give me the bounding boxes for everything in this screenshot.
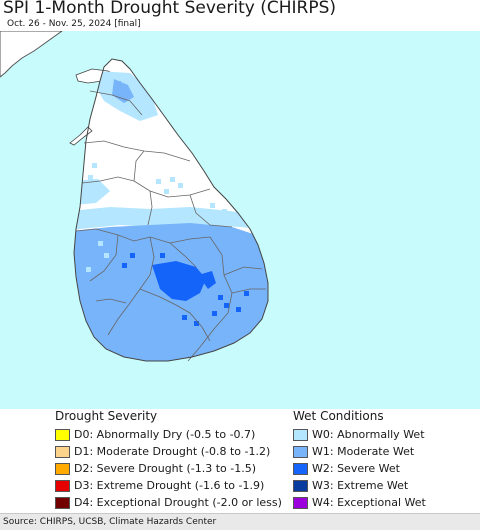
drought-legend-item: D0: Abnormally Dry (-0.5 to -0.7) [55,426,282,443]
wet-legend-label: W3: Extreme Wet [312,479,409,492]
district-boundary [89,234,119,282]
wet-legend-item: W4: Exceptional Wet [293,494,426,511]
india-coastline [0,31,63,78]
mannar-island [69,126,93,146]
wet-legend-label: W4: Exceptional Wet [312,496,426,509]
wet-pixel [178,183,183,188]
map-title: SPI 1-Month Drought Severity (CHIRPS) [3,0,337,18]
wet-pixel [194,321,199,326]
w2-region-east [198,271,216,289]
wet-pixel [104,253,109,258]
map-canvas [0,31,480,409]
drought-map [0,31,480,409]
map-date-range: Oct. 26 - Nov. 25, 2024 [final] [7,19,141,29]
drought-legend-item: D1: Moderate Drought (-0.8 to -1.2) [55,443,282,460]
wet-legend-item: W1: Moderate Wet [293,443,426,460]
wet-pixel [130,253,135,258]
wet-pixel [86,267,91,272]
wet-pixel [92,163,97,168]
drought-legend-item: D4: Exceptional Drought (-2.0 or less) [55,494,282,511]
wet-pixel [224,303,229,308]
wet-legend-item: W3: Extreme Wet [293,477,426,494]
wet-legend-item: W2: Severe Wet [293,460,426,477]
drought-legend-label: D2: Severe Drought (-1.3 to -1.5) [74,462,257,475]
w0-band-central [74,207,268,231]
wet-pixel [122,263,127,268]
drought-legend-item: D3: Extreme Drought (-1.6 to -1.9) [55,477,282,494]
drought-legend-swatch [55,479,70,492]
wet-pixel [244,291,249,296]
wet-legend-heading: Wet Conditions [293,409,384,423]
wet-legend-label: W1: Moderate Wet [312,445,415,458]
wet-pixel [210,203,215,208]
drought-legend-swatch [55,445,70,458]
wet-pixel [170,177,175,182]
wet-pixel [182,315,187,320]
district-boundary [189,194,233,228]
wet-legend-label: W0: Abnormally Wet [312,428,425,441]
source-text: Source: CHIRPS, UCSB, Climate Hazards Ce… [3,517,217,527]
district-boundary [81,176,211,198]
wet-pixel [98,241,103,246]
wet-legend-label: W2: Severe Wet [312,462,400,475]
wet-pixel [206,237,211,242]
district-boundary [95,298,127,304]
drought-legend-label: D0: Abnormally Dry (-0.5 to -0.7) [74,428,256,441]
wet-legend-swatch [293,445,308,458]
wet-pixel [132,103,137,108]
drought-legend-item: D2: Severe Drought (-1.3 to -1.5) [55,460,282,477]
wet-pixel [212,311,217,316]
drought-legend-label: D4: Exceptional Drought (-2.0 or less) [74,496,282,509]
drought-legend-label: D1: Moderate Drought (-0.8 to -1.2) [74,445,271,458]
wet-legend-item: W0: Abnormally Wet [293,426,426,443]
drought-legend-heading: Drought Severity [55,409,158,423]
district-boundary [75,228,211,244]
w2-region-core [152,261,206,301]
wet-legend-swatch [293,496,308,509]
wet-pixel [214,243,219,248]
drought-legend-label: D3: Extreme Drought (-1.6 to -1.9) [74,479,265,492]
sri-lanka-coastline [73,58,269,362]
wet-pixel [122,89,127,94]
district-boundary [231,288,266,294]
drought-legend-swatch [55,462,70,475]
wet-pixel [222,209,227,214]
wet-pixel [232,219,237,224]
wet-pixel [164,189,169,194]
wet-pixel [116,81,121,86]
district-boundary [89,90,143,116]
district-boundary [187,236,233,362]
district-boundary [223,266,263,276]
district-boundary [169,242,197,268]
wet-pixel [160,253,165,258]
district-boundary [133,150,145,182]
drought-legend-swatch [55,496,70,509]
district-boundaries [75,90,266,362]
drought-legend: D0: Abnormally Dry (-0.5 to -0.7) D1: Mod… [55,426,282,511]
wet-legend-swatch [293,462,308,475]
wet-pixel [218,295,223,300]
wet-pixel [156,179,161,184]
wet-legend-swatch [293,428,308,441]
district-boundary [83,140,191,162]
district-boundary [147,190,153,226]
wet-legend: W0: Abnormally Wet W1: Moderate Wet W2: Se… [293,426,426,511]
wet-pixel [142,109,147,114]
wet-pixel [88,175,93,180]
wet-legend-swatch [293,479,308,492]
district-boundary [139,288,211,342]
drought-legend-swatch [55,428,70,441]
wet-pixel [236,307,241,312]
source-footer: Source: CHIRPS, UCSB, Climate Hazards Ce… [0,513,480,530]
